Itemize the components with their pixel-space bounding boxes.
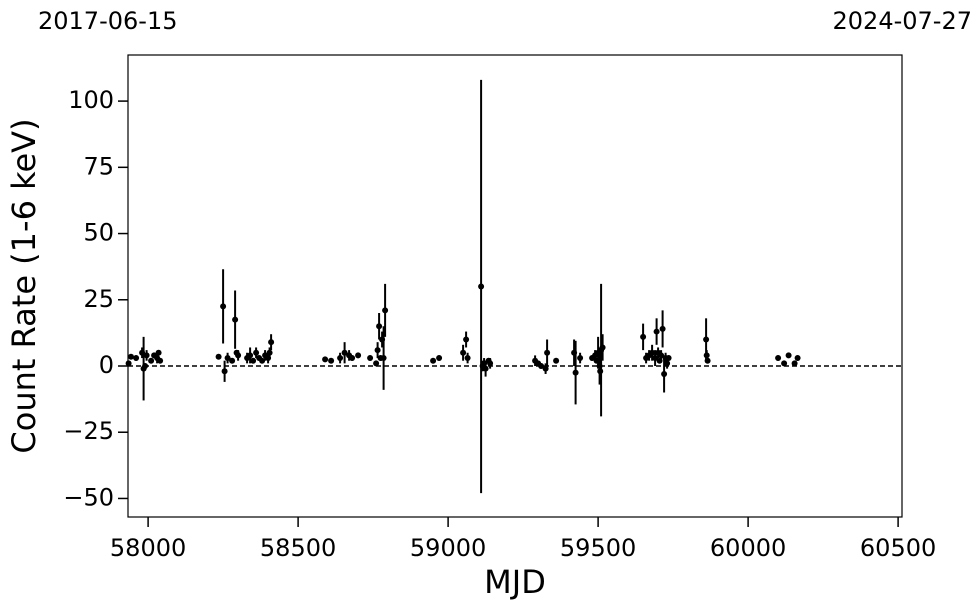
- data-point: [322, 356, 329, 363]
- data-point: [436, 355, 443, 362]
- annotation: 2024-07-27: [833, 7, 972, 35]
- y-tick-label: 0: [99, 351, 114, 379]
- data-point: [373, 360, 380, 367]
- x-tick-label: 59000: [410, 534, 486, 562]
- data-point: [538, 363, 545, 370]
- data-point: [553, 357, 560, 364]
- data-point: [328, 357, 335, 364]
- data-point: [349, 355, 356, 362]
- data-point: [577, 355, 584, 362]
- data-point: [463, 336, 470, 343]
- data-point: [464, 355, 471, 362]
- y-tick-label: 75: [83, 152, 114, 180]
- data-point: [128, 353, 134, 360]
- data-point: [215, 353, 222, 360]
- data-point: [658, 352, 665, 359]
- data-point: [157, 357, 164, 364]
- data-point: [220, 303, 227, 310]
- data-point: [572, 369, 579, 376]
- y-tick-label: 50: [83, 219, 114, 247]
- x-tick-label: 58500: [260, 534, 336, 562]
- data-point: [337, 355, 344, 362]
- data-point: [478, 283, 485, 290]
- data-point: [597, 368, 604, 375]
- data-point: [266, 349, 273, 356]
- data-point: [355, 352, 362, 359]
- data-point: [460, 349, 467, 356]
- data-point: [221, 368, 228, 375]
- data-point: [376, 323, 383, 330]
- data-point: [253, 349, 260, 356]
- data-point: [143, 352, 150, 359]
- data-point: [703, 352, 710, 359]
- x-tick-label: 60000: [710, 534, 786, 562]
- data-point: [341, 349, 348, 356]
- x-axis-label: MJD: [484, 563, 546, 601]
- data-point: [142, 363, 149, 370]
- data-point: [704, 357, 711, 364]
- y-tick-label: 25: [83, 285, 114, 313]
- data-point: [250, 357, 257, 364]
- data-point: [544, 349, 551, 356]
- data-point: [233, 349, 240, 356]
- data-point: [482, 365, 489, 372]
- data-point: [155, 349, 162, 356]
- data-point: [703, 336, 710, 343]
- data-point: [791, 360, 798, 367]
- data-point: [487, 360, 494, 367]
- data-point: [268, 339, 275, 346]
- data-point: [775, 355, 782, 362]
- data-point: [599, 344, 606, 351]
- data-point: [151, 352, 158, 359]
- data-point: [640, 333, 647, 340]
- data-point: [380, 355, 387, 362]
- data-point: [659, 325, 666, 332]
- y-tick-label: −25: [63, 417, 114, 445]
- data-point: [664, 360, 671, 367]
- data-point: [653, 328, 660, 335]
- x-tick-label: 58000: [110, 534, 186, 562]
- data-point: [125, 360, 132, 367]
- y-tick-label: −50: [63, 483, 114, 511]
- data-point: [148, 357, 155, 364]
- data-point: [542, 365, 549, 372]
- data-point: [224, 355, 231, 362]
- data-point: [794, 355, 801, 362]
- x-tick-label: 60500: [860, 534, 936, 562]
- data-point: [232, 316, 239, 323]
- data-point: [649, 349, 656, 356]
- data-point: [661, 370, 668, 377]
- data-point: [652, 355, 659, 362]
- x-tick-label: 59500: [560, 534, 636, 562]
- data-point: [665, 355, 672, 362]
- y-tick-label: 100: [68, 86, 114, 114]
- data-point: [259, 357, 266, 364]
- data-point: [133, 355, 140, 362]
- data-point: [229, 357, 236, 364]
- data-point: [382, 307, 389, 314]
- data-point: [785, 352, 792, 359]
- plot-frame: [127, 54, 903, 518]
- annotation: 2017-06-15: [38, 7, 177, 35]
- data-point: [367, 355, 374, 362]
- data-point: [374, 347, 381, 354]
- data-point: [247, 352, 254, 359]
- data-point: [781, 360, 788, 367]
- data-point: [430, 357, 437, 364]
- y-axis-label: Count Rate (1-6 keV): [5, 118, 43, 453]
